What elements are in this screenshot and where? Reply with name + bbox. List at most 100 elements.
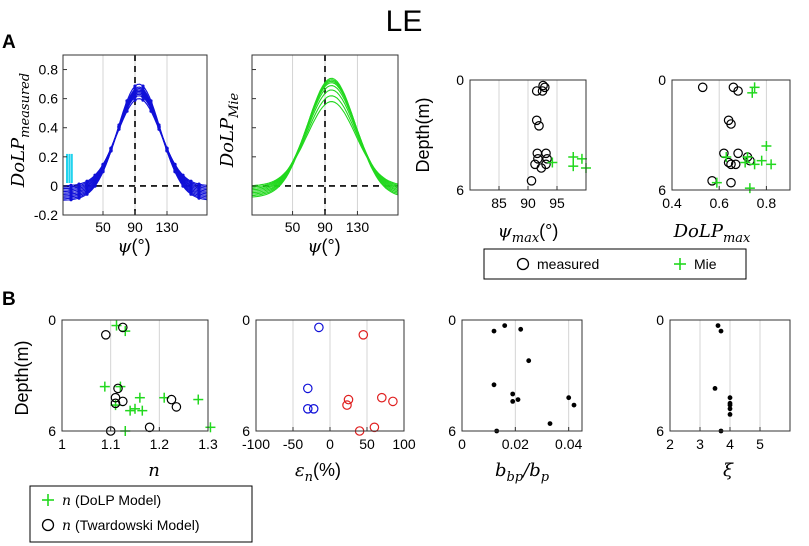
xtick-label-dolp-max-1: 0.6: [709, 195, 729, 211]
point-psi-max-0-7: [541, 148, 551, 159]
ytick-label-bbp-ratio-1: 6: [448, 423, 456, 439]
panel-dolp-measured: 50 90 130 -0.2 0 0.2 0.4 0.6 0.8 DoLPmeasured ψ(…: [8, 54, 208, 257]
point-dolp-max-1-3: [721, 152, 732, 162]
point-psi-max-1-1: [576, 153, 587, 164]
point-dolp-max-0-11: [730, 159, 741, 170]
point-psi-max-1-3: [568, 161, 579, 172]
ylabel-dolp-sub: measured: [18, 73, 33, 138]
point-epsilon-n-1-3: [376, 392, 387, 403]
panel-letter-b: B: [2, 289, 16, 310]
curve-point-dolp-measured: [181, 184, 185, 188]
legend-plus-marker: [674, 258, 686, 270]
legend-dolp-model: n (DoLP Model): [62, 492, 161, 509]
point-dolp-max-1-1: [747, 87, 758, 98]
legend-dolp-symbol: n: [62, 493, 71, 509]
point-n-index-1-6: [166, 394, 177, 405]
point-dolp-max-1-9: [711, 177, 722, 188]
ytick-label-dolp-measured-4: 0.6: [39, 91, 59, 107]
point-n-index-0-0: [111, 320, 122, 331]
xtick-label-dolp-mie-1: 90: [317, 219, 333, 235]
point-epsilon-n-0-0: [314, 322, 324, 333]
point-dolp-max-1-8: [766, 159, 777, 170]
point-dolp-max-1-5: [756, 155, 767, 166]
curve-point-dolp-measured: [197, 196, 201, 200]
xtick-label-dolp-max-2: 0.8: [757, 195, 777, 211]
xlabel-n: n: [148, 460, 160, 481]
legend-circle-marker: [516, 257, 530, 271]
legend-tw-text: (Twardowski Model): [75, 517, 199, 533]
curve-point-dolp-measured: [93, 184, 97, 188]
point-bbp-ratio-0-9: [571, 402, 577, 408]
point-xi-0-0: [715, 323, 721, 328]
point-dolp-max-0-4: [726, 119, 736, 129]
curve-point-dolp-measured: [133, 98, 137, 102]
plot-frame-n-index: [61, 319, 209, 432]
xlabel-bbp-sub2: p: [541, 470, 550, 485]
legend-measured-label: measured: [537, 256, 599, 272]
point-n-index-1-8: [144, 422, 155, 433]
panel-dolp-max: 0.4 0.6 0.8 0 6 DoLPmax: [658, 72, 791, 246]
xlabel-epsilon: εn(%): [295, 460, 341, 485]
point-epsilon-n-1-2: [342, 400, 352, 410]
panel-letter-a: A: [2, 32, 16, 53]
xlabel-psi-max: ψmax(°): [498, 221, 559, 246]
xtick-label-dolp-measured-2: 130: [155, 219, 179, 235]
point-bbp-ratio-0-4: [491, 382, 497, 388]
ytick-label-n-index-1: 6: [48, 423, 56, 439]
ylabel-dolp-mie: DoLPMie: [217, 92, 242, 168]
point-psi-max-0-12: [536, 163, 547, 173]
xlabel-psi-a2: ψ(°): [307, 236, 340, 257]
ytick-label-dolp-max-1: 6: [658, 182, 666, 198]
curve-point-dolp-measured: [117, 123, 121, 127]
legend-b-box: [29, 485, 253, 543]
curve-point-dolp-measured: [101, 170, 105, 174]
point-psi-max-0-9: [542, 154, 552, 164]
xtick-label-n-index-2: 1.2: [150, 436, 170, 452]
point-epsilon-n-1-1: [343, 394, 354, 405]
legend-b-plus-marker: [42, 494, 54, 506]
point-psi-max-1-0: [568, 152, 579, 162]
point-n-index-0-7: [130, 403, 140, 414]
xlabel-psimax-unit: (°): [539, 221, 558, 241]
curve-point-dolp-measured: [85, 192, 89, 196]
xtick-label-epsilon-n-0: -100: [242, 436, 270, 452]
xlabel-dolp-max: DoLPmax: [673, 221, 751, 246]
figure-title: LE: [386, 5, 423, 38]
point-bbp-ratio-0-7: [515, 397, 521, 402]
curve-point-dolp-measured: [173, 170, 177, 174]
ylabel-mie-sub: Mie: [227, 92, 242, 118]
point-psi-max-0-3: [537, 86, 548, 96]
point-dolp-max-0-0: [697, 82, 708, 93]
xtick-label-dolp-mie-0: 50: [285, 219, 301, 235]
ytick-label-epsilon-n-0: 0: [242, 312, 250, 328]
xlabel-eps-sub: n: [305, 470, 313, 485]
ylabel-dolp-main: DoLP: [8, 137, 29, 188]
point-bbp-ratio-0-8: [566, 395, 572, 401]
point-n-index-0-11: [205, 422, 216, 433]
point-dolp-max-1-0: [749, 82, 760, 93]
point-psi-max-0-8: [533, 154, 543, 164]
point-n-index-1-5: [118, 396, 128, 407]
xtick-label-n-index-1: 1.1: [101, 436, 121, 452]
legend-b-circle-marker: [41, 518, 55, 532]
panel-dolp-mie: 50 90 130 DoLPMie ψ(°): [217, 54, 399, 257]
xlabel-psi-unit-2: (°): [321, 236, 340, 256]
point-n-index-0-6: [193, 394, 204, 405]
xlabel-xi: ξ: [723, 460, 734, 481]
point-dolp-max-0-10: [726, 159, 736, 170]
xlabel-psi-a1: ψ(°): [117, 236, 150, 257]
point-dolp-max-1-7: [749, 159, 760, 170]
xlabel-psimax-sub: max: [512, 231, 540, 246]
xlabel-eps-unit: (%): [313, 460, 341, 480]
legend-a-box: [483, 248, 747, 280]
point-xi-0-2: [712, 386, 718, 391]
panel-n-index: 1 1.1 1.2 1.3 0 6 Depth(m) n: [12, 312, 218, 481]
point-n-index-0-10: [137, 405, 148, 416]
xlabel-bbp-mid: /b: [521, 460, 541, 481]
point-dolp-max-0-12: [707, 176, 717, 186]
point-psi-max-0-4: [531, 115, 542, 126]
point-xi-0-3: [727, 395, 733, 401]
xtick-label-xi-0: 2: [666, 436, 674, 452]
point-n-index-1-0: [118, 322, 128, 333]
